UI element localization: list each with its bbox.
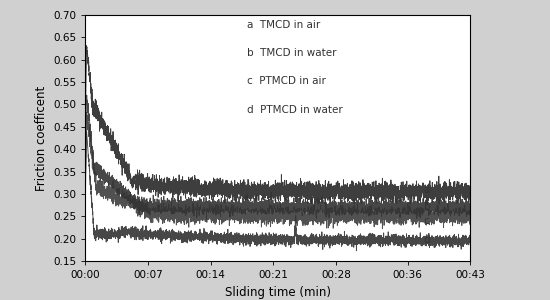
Text: c: c [424, 216, 430, 226]
Text: b  TMCD in water: b TMCD in water [247, 48, 337, 58]
Text: c  PTMCD in air: c PTMCD in air [247, 76, 326, 86]
Y-axis label: Friction coefficent: Friction coefficent [35, 85, 47, 190]
Text: d  PTMCD in water: d PTMCD in water [247, 105, 343, 115]
Text: a: a [424, 184, 430, 195]
Text: d: d [424, 235, 430, 245]
Text: b: b [424, 202, 430, 212]
X-axis label: Sliding time (min): Sliding time (min) [225, 286, 331, 298]
Text: a  TMCD in air: a TMCD in air [247, 20, 320, 30]
